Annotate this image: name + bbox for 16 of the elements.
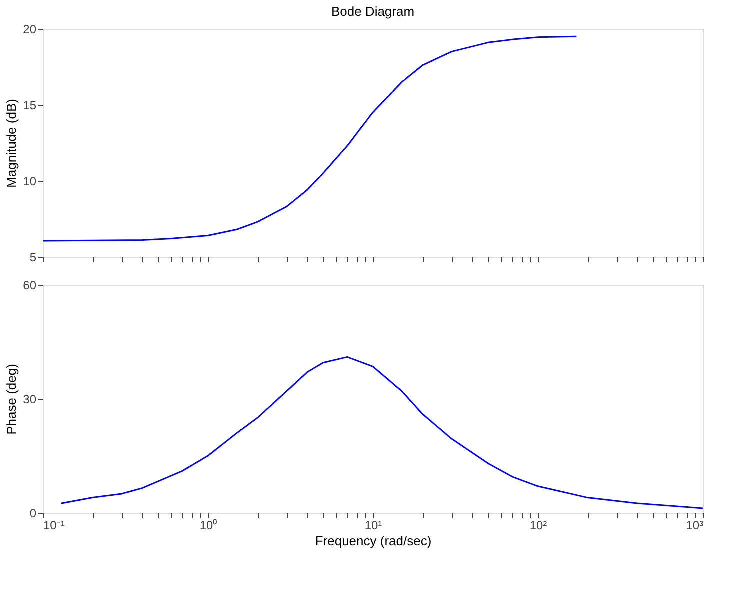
x-tick-label: 10¹ [364,518,382,532]
y-tick-label: 30 [23,392,37,406]
x-tick-label: 10⁰ [200,518,218,532]
y-tick-label: 10 [23,174,37,188]
x-tick-label: 10² [530,518,548,532]
y-tick-label: 5 [30,250,37,264]
y-axis-title: Phase (deg) [4,364,20,435]
y-tick-label: 60 [23,278,37,292]
y-tick-label: 0 [30,506,37,520]
x-axis-title: Frequency (rad/sec) [315,534,432,548]
y-tick-label: 15 [23,98,37,112]
x-tick-label: 10⁻¹ [44,518,65,532]
chart-title: Bode Diagram [331,4,415,19]
y-tick-label: 20 [23,22,37,36]
y-axis-title: Magnitude (dB) [4,99,20,188]
x-tick-label: 10³ [686,518,704,532]
